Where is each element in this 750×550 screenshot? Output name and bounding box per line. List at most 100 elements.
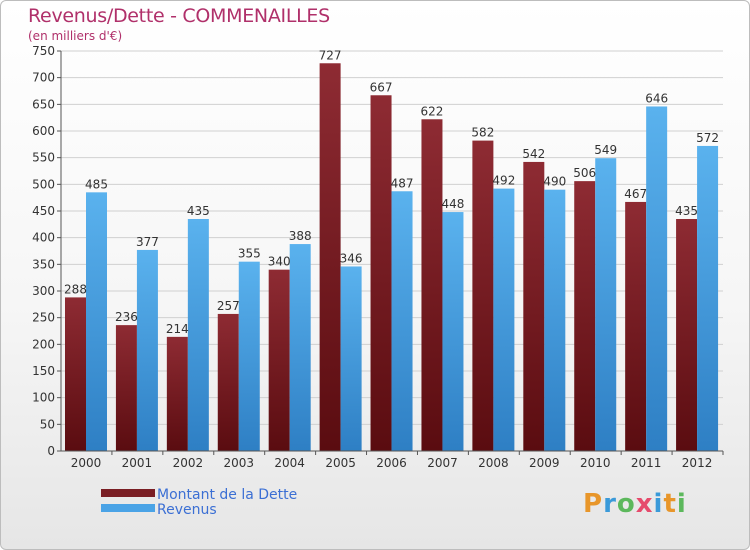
debt-bar: [217, 313, 239, 451]
debt-value-label: 236: [115, 310, 138, 324]
debt-bar: [574, 181, 596, 451]
y-tick-label: 500: [32, 177, 55, 191]
revenue-value-label: 572: [696, 131, 719, 145]
brand-letter: r: [603, 489, 617, 519]
brand-letter: o: [616, 489, 636, 519]
revenue-value-label: 388: [289, 229, 312, 243]
y-tick-label: 750: [32, 44, 55, 58]
y-tick-label: 100: [32, 391, 55, 405]
x-tick-label: 2000: [71, 456, 102, 470]
revenue-value-label: 485: [85, 177, 108, 191]
debt-value-label: 288: [64, 282, 87, 296]
debt-bar: [625, 201, 647, 451]
y-tick-label: 600: [32, 124, 55, 138]
debt-bar: [65, 297, 86, 451]
debt-bar-legend-swatch: [101, 489, 155, 497]
x-tick-label: 2011: [631, 456, 662, 470]
brand-letter: t: [663, 489, 677, 519]
y-tick-label: 300: [32, 284, 55, 298]
debt-bar: [115, 325, 137, 451]
debt-value-label: 214: [166, 322, 189, 336]
debt-bar: [421, 119, 443, 452]
debt-bar: [166, 336, 188, 451]
brand-letter: i: [676, 489, 687, 519]
chart-subtitle: (en milliers d'€): [28, 29, 123, 43]
debt-value-label: 542: [522, 147, 545, 161]
x-tick-label: 2008: [478, 456, 509, 470]
x-tick-label: 2004: [274, 456, 305, 470]
x-tick-label: 2010: [580, 456, 611, 470]
axes: 0 50 100 150 200 250 300 350 400 450 500 550 600 650 7…: [32, 44, 724, 470]
debt-bar: [319, 63, 341, 452]
x-tick-label: 2003: [223, 456, 254, 470]
revenue-value-label: 492: [492, 174, 515, 188]
revenue-value-label: 549: [594, 143, 617, 157]
revenue-bar: [646, 106, 668, 451]
revenue-bar: [544, 189, 566, 451]
x-tick-label: 2009: [529, 456, 560, 470]
debt-value-label: 435: [675, 204, 698, 218]
debt-value-label: 340: [268, 255, 291, 269]
brand-letter: P: [583, 489, 604, 519]
debt-value-label: 727: [319, 48, 342, 62]
chart-title: Revenus/Dette - COMMENAILLES: [28, 5, 330, 27]
revenue-bar: [136, 249, 158, 451]
debt-bar: [676, 219, 698, 451]
debt-value-label: 622: [421, 104, 444, 118]
x-tick-label: 2001: [122, 456, 153, 470]
y-tick-label: 650: [32, 97, 55, 111]
debt-bar: [472, 140, 494, 451]
revenue-bar: [238, 261, 260, 451]
revenue-bar: [697, 145, 719, 451]
debt-value-label: 667: [370, 80, 393, 94]
debt-value-label: 467: [624, 187, 647, 201]
debt-bar: [370, 95, 392, 452]
y-tick-label: 450: [32, 204, 55, 218]
x-tick-label: 2007: [427, 456, 458, 470]
revenue-bar: [340, 266, 362, 451]
revenue-bar: [493, 188, 515, 451]
y-tick-label: 50: [40, 417, 55, 431]
revenue-bar: [442, 212, 464, 451]
revenue-value-label: 487: [391, 176, 414, 190]
revenue-bar: [289, 244, 311, 451]
bars: [65, 63, 719, 452]
x-tick-label: 2006: [376, 456, 407, 470]
y-tick-label: 350: [32, 257, 55, 271]
revenue-bar: [391, 191, 413, 451]
revenue-bar-legend-swatch: [101, 504, 155, 512]
revenue-value-label: 377: [136, 235, 159, 249]
y-tick-label: 400: [32, 231, 55, 245]
debt-value-label: 506: [573, 166, 596, 180]
legend-label: Montant de la Dette: [157, 487, 297, 503]
debt-value-label: 257: [217, 299, 240, 313]
data-labels: 288 485 236 377 214 435 257 355 340 388 727 346 667 4…: [64, 48, 719, 336]
x-tick-label: 2012: [682, 456, 713, 470]
debt-bar: [523, 161, 545, 451]
revenue-bar: [595, 158, 617, 451]
y-tick-label: 700: [32, 71, 55, 85]
brand-logo: Proxiti: [583, 489, 687, 519]
revenue-value-label: 448: [442, 197, 465, 211]
revenue-value-label: 346: [340, 251, 363, 265]
y-tick-label: 550: [32, 151, 55, 165]
debt-bar: [268, 269, 290, 451]
y-tick-label: 0: [47, 444, 55, 458]
brand-letter: x: [635, 489, 654, 519]
legend-label: Revenus: [157, 502, 217, 518]
revenue-value-label: 355: [238, 247, 261, 261]
revenue-bar: [86, 192, 107, 452]
revenue-value-label: 646: [645, 91, 668, 105]
brand-letter: i: [653, 489, 664, 519]
revenue-value-label: 490: [543, 175, 566, 189]
debt-value-label: 582: [471, 126, 494, 140]
y-tick-label: 250: [32, 311, 55, 325]
revenue-bar: [187, 219, 209, 451]
x-tick-label: 2005: [325, 456, 356, 470]
y-tick-label: 200: [32, 337, 55, 351]
revenue-value-label: 435: [187, 204, 210, 218]
y-tick-label: 150: [32, 364, 55, 378]
